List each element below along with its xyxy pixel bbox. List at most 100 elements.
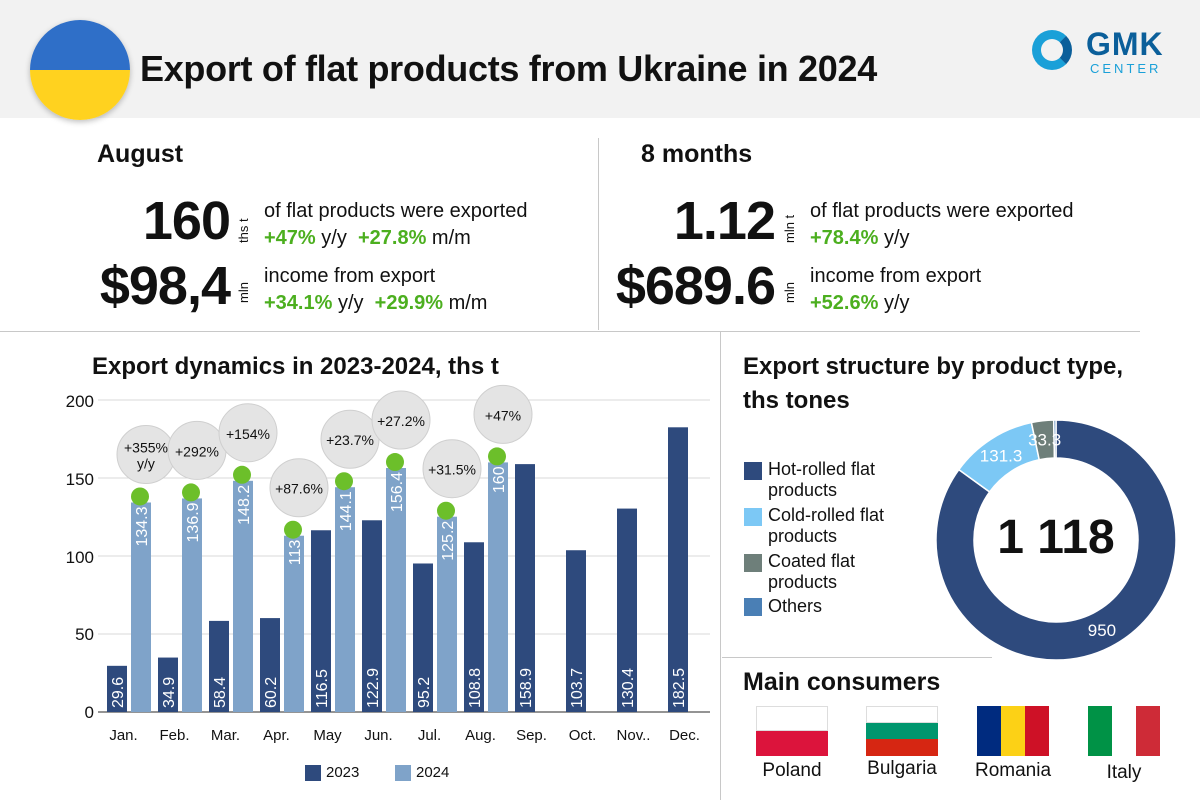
bar-value-label-2024: 148.2	[236, 485, 253, 525]
legend-label-hot-rolled: Hot-rolled flat products	[768, 459, 918, 501]
bar-2023	[260, 618, 280, 712]
growth-marker	[182, 483, 200, 502]
country-italy: Italy	[1106, 762, 1142, 783]
bar-2023	[464, 542, 484, 712]
bar-value-label-2024: 136.9	[185, 502, 202, 542]
bar-2024	[335, 487, 355, 712]
legend-label-others: Others	[768, 596, 918, 617]
eight-months-volume-unit: mln t	[782, 214, 797, 243]
eight-months-income-unit: mln	[782, 282, 797, 303]
bar-2023	[107, 665, 127, 712]
growth-marker	[386, 453, 404, 472]
bar-value-label-2024: 125.2	[440, 521, 457, 561]
eight-months-volume-text: of flat products were exported	[810, 200, 1074, 222]
x-tick-label: Feb.	[159, 727, 190, 744]
legend-swatch-hot-rolled	[744, 462, 762, 480]
growth-marker	[131, 487, 149, 506]
growth-label: +154%	[226, 426, 270, 442]
yy-unit: y/y	[883, 227, 910, 249]
bar-2024	[284, 535, 304, 712]
growth-label: +31.5%	[428, 462, 476, 478]
y-tick-label: 50	[75, 625, 94, 644]
x-tick-label: Nov..	[616, 727, 651, 744]
legend-label-2023: 2023	[326, 764, 360, 781]
bar-value-label-2024: 113	[287, 540, 304, 566]
donut-slice-label: 131.3	[980, 446, 1023, 465]
august-income-change: +34.1% y/y +29.9% m/m	[264, 292, 487, 315]
bar-value-label-2023: 58.4	[212, 677, 229, 708]
growth-sub-label: y/y	[137, 455, 155, 471]
growth-label: +27.2%	[377, 413, 425, 429]
august-title: August	[97, 140, 184, 168]
mm-unit: m/m	[448, 292, 488, 314]
bar-2023	[158, 657, 178, 712]
august-volume-change: +47% y/y +27.8% m/m	[264, 227, 471, 250]
x-tick-label: Jan.	[109, 727, 138, 744]
growth-bubble	[269, 458, 329, 518]
bulgaria-flag-icon	[866, 706, 938, 756]
y-tick-label: 150	[65, 470, 94, 489]
y-tick-label: 200	[65, 392, 94, 411]
y-tick-label: 100	[65, 548, 94, 567]
donut-slice	[1052, 419, 1057, 459]
x-tick-label: Sep.	[516, 727, 547, 744]
legend-line: products	[768, 480, 838, 500]
bar-2024	[131, 502, 151, 712]
yy-unit: y/y	[337, 292, 364, 314]
legend-line: products	[768, 572, 838, 592]
poland-flag-icon	[756, 706, 828, 756]
yy-unit: y/y	[883, 292, 910, 314]
x-tick-label: Dec.	[669, 727, 700, 744]
bar-value-label-2024: 144.1	[338, 491, 355, 531]
eight-months-income-change: +52.6% y/y	[810, 292, 910, 315]
bar-2023	[668, 427, 688, 712]
growth-label: +23.7%	[326, 432, 374, 448]
romania-flag-icon	[977, 706, 1049, 756]
bar-chart: 29.6 134.3 +355%y/y 34.9 136.9 +292% 58.4 148.2…	[98, 384, 710, 713]
donut-title-line2: ths tones	[743, 387, 850, 414]
consumers-title: Main consumers	[743, 668, 941, 696]
growth-marker	[437, 501, 455, 520]
growth-bubble	[473, 384, 533, 444]
bar-value-label-2023: 103.7	[569, 668, 586, 708]
bar-value-label-2024: 156.4	[389, 472, 406, 512]
eight-months-title: 8 months	[641, 140, 753, 168]
logo-ring-icon	[1032, 30, 1072, 70]
bar-2023	[311, 530, 331, 712]
growth-label: +355%	[124, 439, 168, 455]
page-title: Export of flat products from Ukraine in …	[140, 48, 877, 89]
august-volume-mm: +27.8%	[357, 227, 427, 249]
bar-2023	[209, 620, 229, 712]
bar-value-label-2023: 29.6	[110, 677, 127, 708]
growth-bubble	[422, 439, 482, 499]
bar-2024	[437, 516, 457, 712]
x-tick-label: May	[313, 727, 342, 744]
bar-value-label-2023: 116.5	[314, 669, 331, 708]
eight-months-volume-change: +78.4% y/y	[810, 227, 910, 250]
legend-line: Coated flat	[768, 551, 856, 571]
bar-2023	[362, 520, 382, 712]
x-tick-label: Aug.	[465, 727, 496, 744]
bar-2023	[413, 563, 433, 712]
country-bulgaria: Bulgaria	[867, 758, 937, 779]
donut-slice-label: 33.3	[1028, 431, 1061, 450]
bar-2024	[233, 480, 253, 712]
bar-value-label-2023: 108.8	[467, 668, 484, 708]
country-poland: Poland	[762, 760, 822, 781]
growth-marker	[488, 447, 506, 466]
x-tick-label: Mar.	[210, 727, 241, 744]
legend-line: Hot-rolled flat	[768, 459, 876, 479]
legend-swatch-2024	[395, 765, 411, 781]
eight-months-income: $689.6	[615, 256, 776, 316]
legend-line: Others	[768, 596, 823, 616]
bar-2024	[488, 462, 508, 712]
growth-label: +47%	[485, 407, 521, 423]
bar-2024	[182, 498, 202, 712]
eight-months-volume: 1.12	[673, 191, 776, 251]
divider	[720, 331, 721, 800]
legend-swatch-coated	[744, 554, 762, 572]
bar-value-label-2023: 60.2	[263, 677, 280, 708]
august-income-mm: +29.9%	[374, 292, 444, 314]
legend-line: Cold-rolled flat	[768, 505, 885, 525]
donut-total: 1 118	[997, 511, 1115, 564]
